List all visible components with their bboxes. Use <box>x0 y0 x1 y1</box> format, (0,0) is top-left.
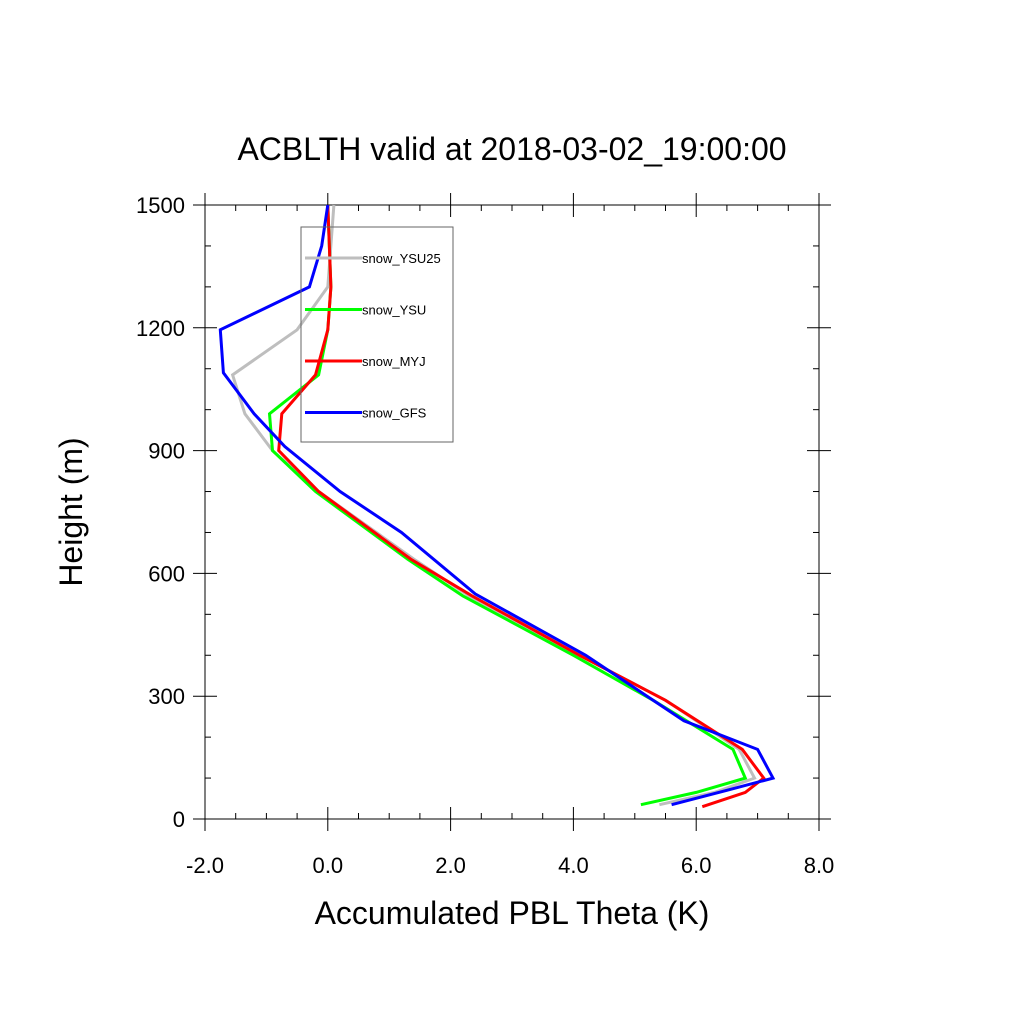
series-line-snow_MYJ <box>277 204 766 809</box>
series-line-snow_YSU25 <box>230 204 757 807</box>
series-lines <box>218 204 776 809</box>
x-axis-label: Accumulated PBL Theta (K) <box>315 895 710 931</box>
legend-items: snow_YSU25 snow_YSU snow_MYJ snow_GFS <box>305 251 441 421</box>
legend-label: snow_YSU25 <box>362 251 441 266</box>
x-tick-label: 0.0 <box>313 853 344 878</box>
y-tick-label: 1500 <box>136 193 185 218</box>
x-tick-label: -2.0 <box>186 853 224 878</box>
series-line-snow_GFS <box>218 204 776 807</box>
legend-label: snow_YSU <box>362 303 426 318</box>
y-tick-label: 600 <box>148 561 185 586</box>
plot-area-border <box>204 204 820 820</box>
legend-box <box>300 226 454 443</box>
y-tick-label: 0 <box>173 807 185 832</box>
legend: snow_YSU25 snow_YSU snow_MYJ snow_GFS <box>300 226 454 443</box>
tick-labels: -2.0 0.0 2.0 4.0 6.0 8.0 0 300 600 900 1200 1500 <box>136 193 834 878</box>
axis-ticks <box>193 193 831 831</box>
x-tick-label: 4.0 <box>558 853 589 878</box>
x-tick-label: 2.0 <box>435 853 466 878</box>
chart-title: ACBLTH valid at 2018-03-02_19:00:00 <box>237 131 786 167</box>
y-axis-label: Height (m) <box>53 437 89 586</box>
y-tick-label: 300 <box>148 684 185 709</box>
y-tick-label: 900 <box>148 439 185 464</box>
y-tick-label: 1200 <box>136 316 185 341</box>
x-tick-label: 6.0 <box>681 853 712 878</box>
plot-frame <box>204 204 820 820</box>
legend-label: snow_MYJ <box>362 354 426 369</box>
legend-label: snow_GFS <box>362 406 427 421</box>
x-tick-label: 8.0 <box>804 853 835 878</box>
